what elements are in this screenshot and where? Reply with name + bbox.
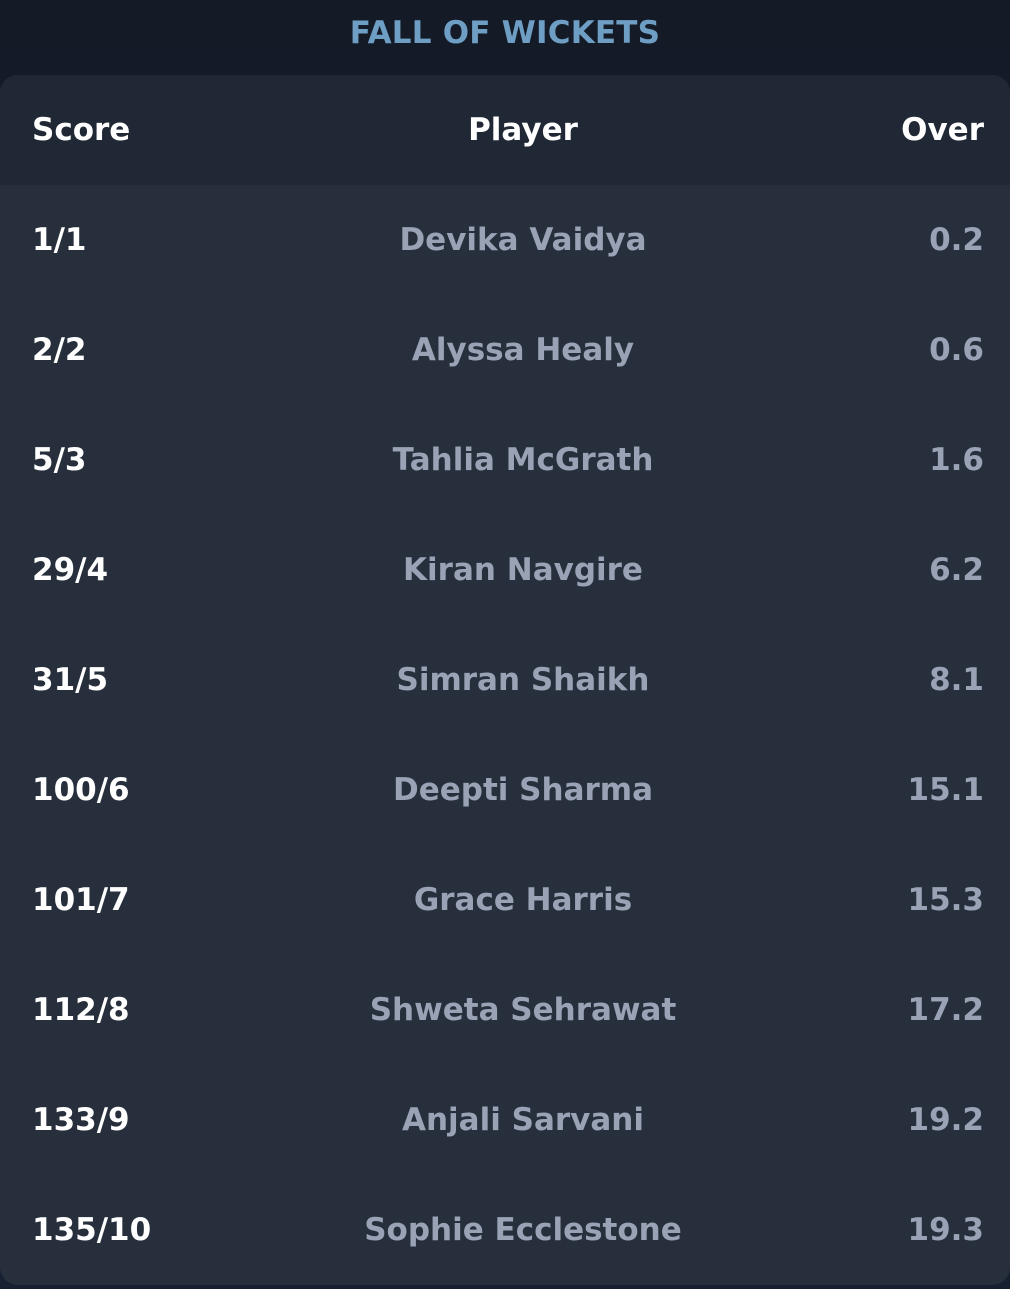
player-cell[interactable]: Alyssa Healy [411, 332, 635, 368]
score-cell: 133/9 [32, 1102, 130, 1138]
score-cell: 101/7 [32, 882, 130, 918]
fall-of-wickets-table: Score Player Over 1/1 Devika Vaidya 0.2 … [0, 75, 1010, 1285]
score-cell: 135/10 [32, 1212, 152, 1248]
player-cell[interactable]: Deepti Sharma [392, 772, 654, 808]
column-header-over: Over [901, 112, 984, 148]
score-cell: 31/5 [32, 662, 109, 698]
score-cell: 112/8 [32, 992, 130, 1028]
player-cell[interactable]: Shweta Sehrawat [369, 992, 677, 1028]
table-row: 5/3 Tahlia McGrath 1.6 [0, 405, 1010, 515]
score-cell: 1/1 [32, 222, 87, 258]
table-row: 135/10 Sophie Ecclestone 19.3 [0, 1175, 1010, 1285]
over-cell: 19.3 [907, 1212, 985, 1248]
score-cell: 100/6 [32, 772, 130, 808]
table-row: 31/5 Simran Shaikh 8.1 [0, 625, 1010, 735]
player-cell[interactable]: Anjali Sarvani [401, 1102, 644, 1138]
section-title: FALL OF WICKETS [349, 15, 661, 51]
score-cell: 29/4 [32, 552, 109, 588]
over-cell: 19.2 [907, 1102, 985, 1138]
over-cell: 0.2 [929, 222, 984, 258]
over-cell: 1.6 [929, 442, 984, 478]
player-cell[interactable]: Kiran Navgire [403, 552, 643, 588]
table-row: 2/2 Alyssa Healy 0.6 [0, 295, 1010, 405]
table-row: 101/7 Grace Harris 15.3 [0, 845, 1010, 955]
over-cell: 6.2 [929, 552, 984, 588]
score-cell: 5/3 [32, 442, 87, 478]
over-cell: 15.1 [907, 772, 985, 808]
over-cell: 17.2 [907, 992, 985, 1028]
table-row: 29/4 Kiran Navgire 6.2 [0, 515, 1010, 625]
player-cell[interactable]: Devika Vaidya [399, 222, 647, 258]
player-cell[interactable]: Grace Harris [413, 882, 633, 918]
player-cell[interactable]: Simran Shaikh [396, 662, 650, 698]
over-cell: 8.1 [929, 662, 984, 698]
player-cell[interactable]: Tahlia McGrath [392, 442, 654, 478]
player-cell[interactable]: Sophie Ecclestone [364, 1212, 682, 1248]
table-row: 1/1 Devika Vaidya 0.2 [0, 185, 1010, 295]
table-header-row: Score Player Over [0, 75, 1010, 185]
score-cell: 2/2 [32, 332, 87, 368]
table-row: 133/9 Anjali Sarvani 19.2 [0, 1065, 1010, 1175]
over-cell: 15.3 [907, 882, 985, 918]
column-header-score: Score [32, 112, 131, 148]
table-row: 100/6 Deepti Sharma 15.1 [0, 735, 1010, 845]
column-header-player: Player [468, 112, 578, 148]
over-cell: 0.6 [929, 332, 984, 368]
table-row: 112/8 Shweta Sehrawat 17.2 [0, 955, 1010, 1065]
